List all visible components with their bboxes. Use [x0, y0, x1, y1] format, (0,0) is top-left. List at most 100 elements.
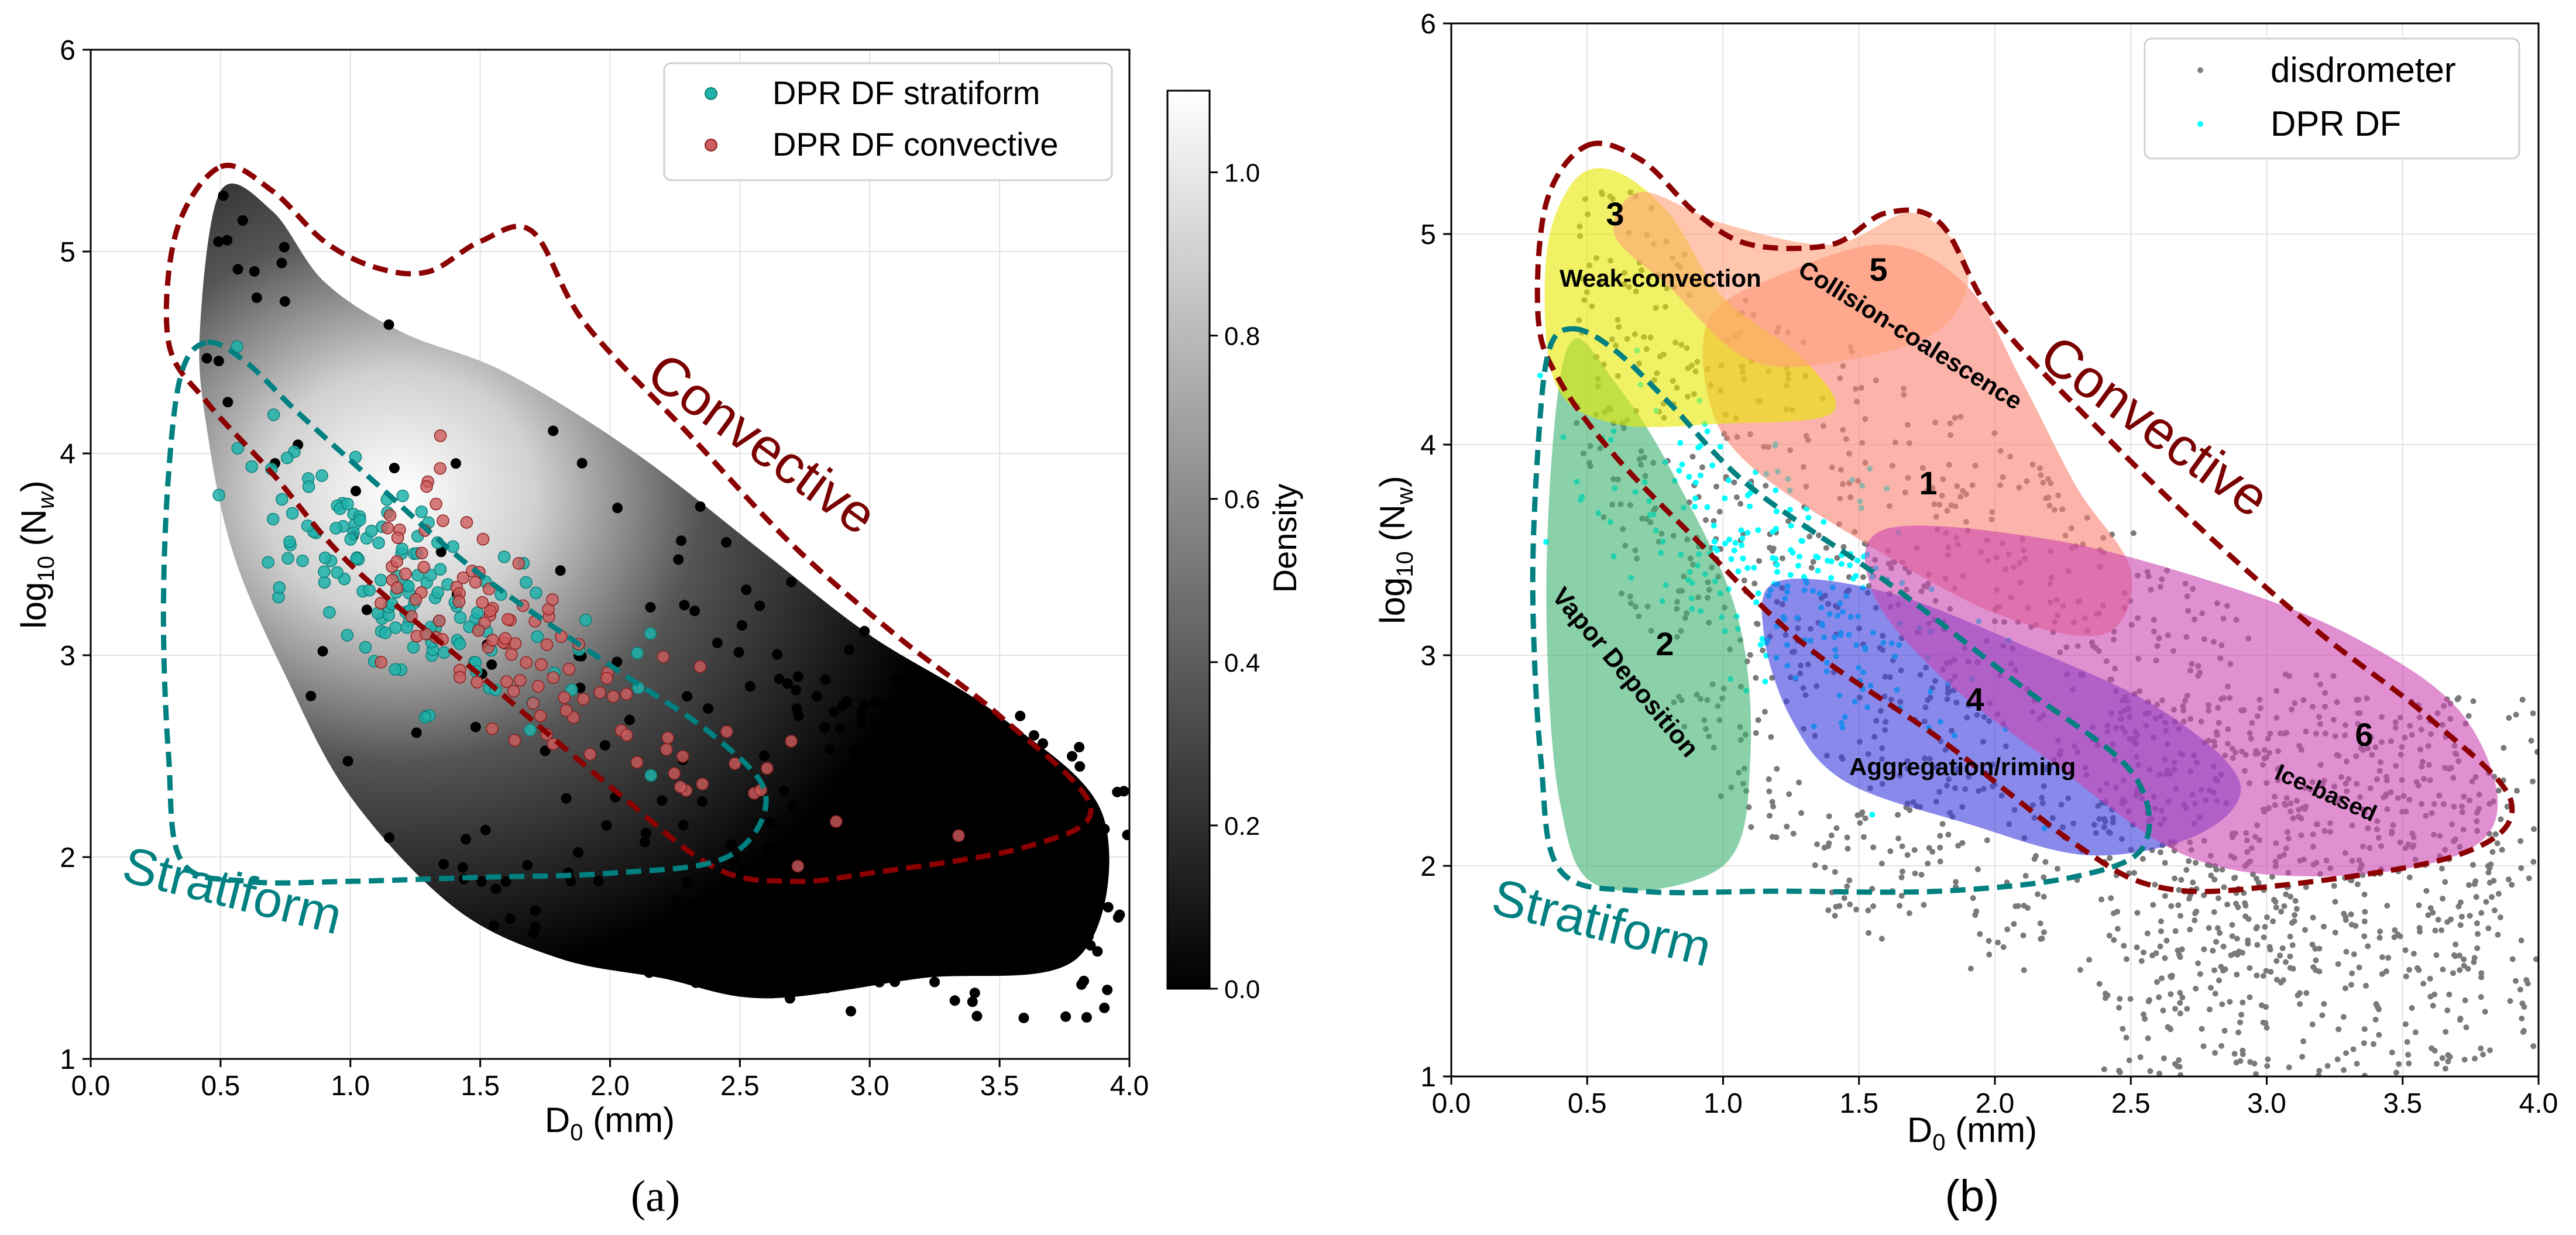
disdrometer-point	[2485, 869, 2492, 876]
disdrometer-point	[1786, 791, 1792, 797]
disdrometer-point	[2261, 934, 2267, 941]
disdrometer-point	[2138, 958, 2145, 964]
disdrometer-point	[2192, 917, 2198, 924]
disdrometer-point	[1769, 799, 1775, 805]
disdrometer-point	[2141, 949, 2147, 955]
disdrometer-point	[2273, 958, 2280, 964]
disdrometer-point	[1870, 844, 1877, 851]
disdrometer-point	[2227, 999, 2233, 1005]
colorbar-tick-label: 0.8	[1224, 322, 1260, 351]
disdrometer-point	[2457, 952, 2463, 959]
dpr-stratiform-point	[418, 711, 432, 724]
disdrometer-point	[2373, 1001, 2379, 1007]
disdrometer-point	[944, 763, 955, 774]
disdrometer-point	[2153, 979, 2160, 985]
disdrometer-point	[1984, 837, 1990, 844]
disdrometer-point	[2218, 1043, 2225, 1049]
panel-label-a: (a)	[631, 1172, 680, 1221]
disdrometer-point	[682, 691, 693, 702]
legend-label-convective: DPR DF convective	[772, 126, 1059, 163]
disdrometer-point	[218, 190, 229, 201]
disdrometer-point	[2351, 951, 2357, 958]
dpr-convective-point	[547, 671, 560, 684]
dpr-stratiform-point	[359, 641, 372, 654]
disdrometer-point	[1031, 861, 1042, 872]
dpr-point	[1774, 562, 1780, 568]
y-tick-label: 2	[60, 842, 75, 873]
disdrometer-point	[1016, 928, 1028, 940]
disdrometer-point	[213, 356, 224, 367]
disdrometer-point	[691, 977, 702, 988]
dpr-stratiform-point	[323, 606, 336, 619]
disdrometer-point	[856, 717, 867, 728]
disdrometer-point	[1699, 464, 1705, 470]
disdrometer-point	[2252, 1071, 2259, 1076]
disdrometer-point	[612, 656, 623, 668]
dpr-convective-point	[661, 731, 675, 744]
dpr-stratiform-point	[280, 451, 294, 465]
dpr-convective-point	[390, 555, 404, 568]
dpr-point	[1739, 535, 1746, 542]
dpr-point	[1692, 479, 1699, 486]
dpr-convective-point	[390, 582, 404, 594]
disdrometer-point	[1037, 881, 1048, 892]
region-number-5: 5	[1869, 251, 1887, 288]
disdrometer-point	[480, 824, 491, 835]
disdrometer-point	[2286, 1064, 2292, 1071]
legend-b: disdrometer DPR DF	[2144, 37, 2520, 160]
y-tick-label: 4	[1420, 430, 1436, 461]
disdrometer-point	[2041, 893, 2047, 900]
disdrometer-point	[2478, 974, 2485, 981]
legend-marker-disdrometer	[2197, 67, 2203, 73]
dpr-point	[1676, 467, 1682, 474]
disdrometer-point	[2420, 981, 2427, 987]
disdrometer-point	[873, 749, 884, 760]
disdrometer-point	[2021, 902, 2027, 909]
dpr-point	[1709, 462, 1716, 469]
disdrometer-point	[2504, 803, 2510, 810]
disdrometer-point	[561, 793, 572, 804]
dpr-stratiform-point	[400, 621, 413, 634]
dpr-convective-point	[500, 675, 513, 688]
dpr-stratiform-point	[471, 606, 484, 620]
disdrometer-point	[1050, 909, 1061, 920]
dpr-stratiform-point	[520, 576, 533, 589]
disdrometer-point	[985, 776, 997, 787]
disdrometer-point	[837, 700, 848, 711]
dpr-convective-point	[534, 709, 547, 723]
disdrometer-point	[2316, 1068, 2323, 1074]
x-axis-label-b: D0 (mm)	[1907, 1110, 2037, 1155]
disdrometer-point	[2423, 887, 2430, 894]
disdrometer-point	[2498, 816, 2504, 823]
dpr-stratiform-point	[379, 627, 392, 639]
disdrometer-point	[786, 799, 798, 810]
disdrometer-point	[528, 928, 539, 939]
disdrometer-point	[2162, 955, 2168, 961]
disdrometer-point	[2463, 1024, 2469, 1031]
dpr-point	[1821, 519, 1827, 525]
disdrometer-point	[1798, 810, 1805, 816]
disdrometer-point	[810, 896, 822, 907]
dpr-point	[1795, 562, 1801, 569]
disdrometer-point	[2376, 1031, 2382, 1038]
disdrometer-point	[2102, 995, 2108, 1002]
disdrometer-point	[2176, 1064, 2183, 1070]
dpr-stratiform-point	[365, 524, 378, 538]
disdrometer-point	[1766, 788, 1773, 794]
dpr-convective-point	[514, 674, 527, 687]
disdrometer-point	[784, 993, 795, 1004]
disdrometer-point	[1064, 932, 1076, 943]
dpr-convective-point	[499, 632, 512, 645]
dpr-point	[1692, 504, 1698, 510]
disdrometer-point	[2269, 873, 2275, 880]
disdrometer-point	[2471, 881, 2478, 887]
disdrometer-point	[2519, 1000, 2526, 1007]
disdrometer-point	[2482, 1009, 2488, 1015]
disdrometer-point	[930, 820, 941, 831]
disdrometer-point	[1832, 869, 1838, 875]
disdrometer-point	[923, 892, 934, 903]
disdrometer-point	[1897, 903, 1903, 909]
disdrometer-point	[2077, 966, 2083, 973]
dpr-stratiform-point	[315, 469, 328, 482]
disdrometer-point	[1841, 895, 1847, 902]
